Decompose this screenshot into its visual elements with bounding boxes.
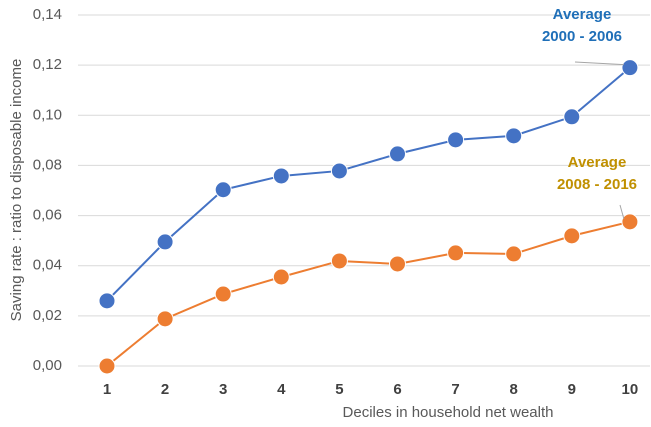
y-tick-label: 0,14 (33, 6, 62, 23)
annotation: 2008 - 2016 (557, 176, 637, 193)
y-tick-label: 0,08 (33, 156, 62, 173)
x-tick-label: 8 (510, 381, 518, 398)
series-line (106, 66, 631, 302)
annotation: Average (553, 6, 612, 23)
point (98, 357, 116, 375)
annotation: Average (568, 154, 627, 171)
point (621, 213, 639, 231)
x-tick-label: 3 (219, 381, 227, 398)
x-tick-label: 1 (103, 381, 111, 398)
point (563, 227, 581, 245)
point (272, 167, 290, 185)
point (272, 268, 290, 286)
point (214, 285, 232, 303)
y-tick-label: 0,06 (33, 207, 62, 224)
point (389, 145, 406, 163)
point (505, 245, 523, 263)
point (447, 131, 465, 149)
series-line (106, 220, 631, 367)
x-tick-label: 5 (335, 381, 343, 398)
x-axis-label: Deciles in household net wealth (343, 404, 554, 421)
point (330, 162, 348, 180)
point (156, 233, 174, 251)
point (389, 255, 406, 273)
y-axis-label: Saving rate : ratio to disposable income (8, 59, 25, 322)
point (563, 108, 581, 126)
y-tick-label: 0,10 (33, 106, 62, 123)
annotation: 2000 - 2006 (542, 28, 622, 45)
x-tick-label: 6 (393, 381, 401, 398)
point (214, 181, 232, 199)
x-tick-label: 7 (451, 381, 459, 398)
leader-line (574, 61, 624, 66)
point (156, 310, 174, 328)
point (330, 252, 348, 270)
point (621, 59, 639, 77)
x-tick-label: 9 (568, 381, 576, 398)
point (505, 127, 523, 145)
x-tick-label: 4 (277, 381, 286, 398)
leader-line (619, 204, 625, 219)
x-tick-label: 10 (622, 381, 639, 398)
y-tick-label: 0,12 (33, 56, 62, 73)
point (98, 292, 116, 310)
x-tick-label: 2 (161, 381, 169, 398)
y-tick-label: 0,00 (33, 357, 62, 374)
y-tick-label: 0,02 (33, 307, 62, 324)
y-tick-label: 0,04 (33, 257, 62, 274)
point (447, 244, 465, 262)
